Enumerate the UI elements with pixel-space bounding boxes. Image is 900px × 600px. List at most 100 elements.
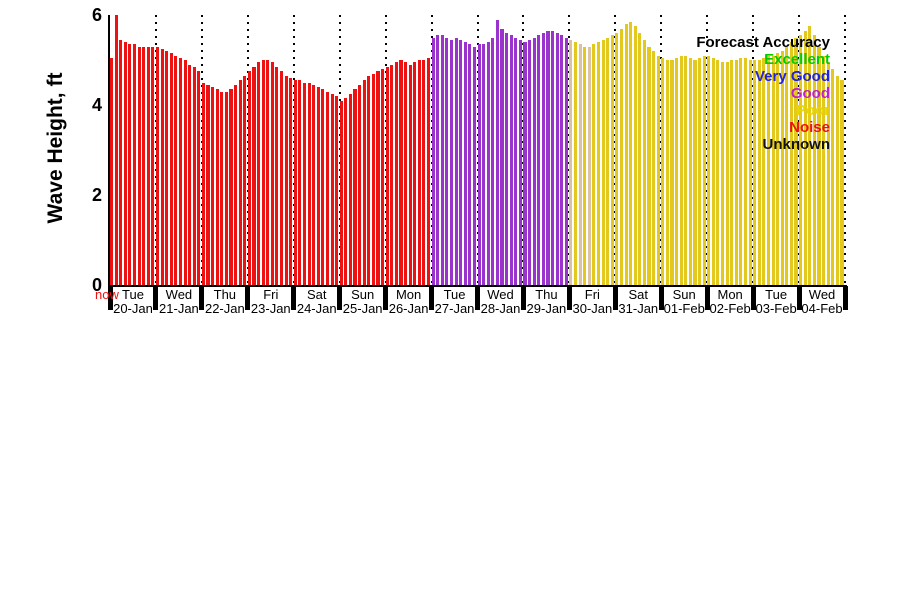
wave-bar <box>789 42 795 285</box>
wave-bar <box>399 60 404 285</box>
wave-bar <box>312 84 317 285</box>
wave-bar <box>799 35 804 285</box>
wave-bar <box>725 62 731 285</box>
wave-bar <box>128 44 133 285</box>
x-axis-day-labels: Tue 20-Jan Wed 21-Jan Thu 22-Jan Fri 23-Jan Sat 2… <box>110 288 845 320</box>
wave-bar <box>642 39 648 285</box>
wave-bar <box>505 33 510 285</box>
day-date: 29-Jan <box>526 301 567 316</box>
x-axis-tick <box>429 286 435 310</box>
wave-bar <box>826 62 832 285</box>
wave-bar <box>730 60 735 285</box>
day-date: 04-Feb <box>801 301 843 316</box>
wave-bar <box>178 57 184 285</box>
wave-bar <box>215 89 221 285</box>
wave-bar <box>670 60 675 285</box>
wave-bar <box>289 78 294 285</box>
y-axis-tick-label: 2 <box>91 185 102 205</box>
legend-entry-poor: Poor <box>795 102 830 119</box>
wave-bar <box>160 48 166 285</box>
wave-bar <box>776 53 781 285</box>
wave-bar <box>619 28 625 285</box>
day-name: Mon <box>717 287 743 302</box>
wave-bar <box>344 98 349 285</box>
wave-bar <box>151 46 156 285</box>
wave-bar <box>583 46 588 285</box>
day-name: Sun <box>672 287 696 302</box>
day-date: 30-Jan <box>572 301 613 316</box>
wave-bar <box>422 60 427 285</box>
x-axis-tick <box>153 286 159 310</box>
wave-bar <box>573 42 579 285</box>
wave-bar <box>555 33 561 285</box>
day-date: 22-Jan <box>204 301 245 316</box>
x-axis-day-label: Tue 27-Jan <box>432 288 478 316</box>
y-axis-tick-label: 0 <box>91 275 102 295</box>
legend-entries: Excellent Very Good Good Poor Noise Unknown <box>696 51 830 153</box>
wave-bar <box>707 55 712 285</box>
wave-bar <box>229 89 234 285</box>
wave-bar <box>638 33 643 285</box>
day-name: Thu <box>213 287 237 302</box>
wave-bar <box>252 66 257 285</box>
wave-bar <box>734 60 740 285</box>
wave-bar <box>688 57 694 285</box>
wave-bar <box>808 26 813 285</box>
wave-bar <box>794 37 799 285</box>
y-axis-label: Wave Height, ft <box>44 72 67 224</box>
wave-height-bars <box>110 15 845 285</box>
day-name: Thu <box>535 287 558 302</box>
x-axis-tick <box>107 286 113 310</box>
wave-bar <box>569 39 574 285</box>
wave-bar <box>362 80 368 285</box>
wave-bar <box>624 24 630 285</box>
wave-bar <box>551 30 556 285</box>
wave-bar <box>201 82 207 285</box>
wave-bar <box>348 93 354 285</box>
wave-bar <box>132 44 138 285</box>
wave-bar <box>431 37 437 285</box>
x-axis-tick <box>383 286 389 310</box>
wave-bar <box>183 60 189 285</box>
wave-bar <box>445 37 450 285</box>
wave-bar <box>592 44 597 285</box>
x-axis-day-label: Sat 31-Jan <box>615 288 661 316</box>
x-axis-day-label: Sat 24-Jan <box>294 288 340 316</box>
wave-bar <box>766 55 772 285</box>
wave-bar <box>711 57 717 285</box>
wave-bar <box>748 60 754 285</box>
wave-bar <box>785 46 790 285</box>
wave-bar <box>367 75 372 285</box>
wave-bar <box>495 19 501 285</box>
wave-bar <box>812 35 818 285</box>
wave-bar <box>206 84 211 285</box>
wave-bar <box>840 80 845 285</box>
wave-bar <box>325 91 331 285</box>
day-name: Tue <box>122 287 144 302</box>
wave-bar <box>757 60 763 285</box>
x-axis-tick <box>199 286 205 310</box>
wave-bar <box>762 57 767 285</box>
wave-bar <box>684 55 689 285</box>
legend-entry-very-good: Very Good <box>754 68 830 85</box>
wave-bar <box>771 55 777 285</box>
wave-bar <box>417 60 423 285</box>
day-name: Wed <box>487 287 514 302</box>
wave-bar <box>298 80 303 285</box>
wave-bar <box>532 37 538 285</box>
x-axis-day-label: Wed 04-Feb <box>799 288 845 316</box>
wave-bar <box>165 51 170 285</box>
day-date: 28-Jan <box>480 301 521 316</box>
x-axis-day-label: Thu 29-Jan <box>523 288 569 316</box>
x-axis-day-label: Sun 01-Feb <box>661 288 707 316</box>
wave-bar <box>652 51 657 285</box>
wave-bar <box>596 42 602 285</box>
wave-bar <box>174 55 179 285</box>
wave-bar <box>546 30 551 285</box>
wave-bar <box>693 60 698 285</box>
wave-bar <box>780 51 786 285</box>
x-axis-day-label: Sun 25-Jan <box>340 288 386 316</box>
wave-bar <box>739 57 744 285</box>
wave-bar <box>753 60 758 285</box>
wave-bar <box>413 62 418 285</box>
